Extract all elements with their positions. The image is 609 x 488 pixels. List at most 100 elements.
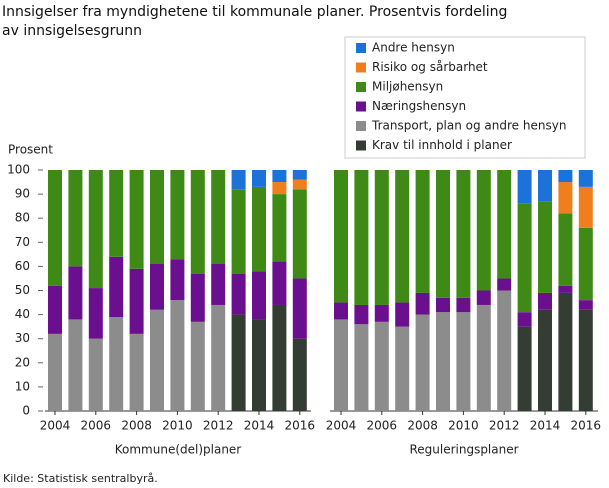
y-tick-label: 10 xyxy=(15,379,30,393)
legend-swatch xyxy=(356,62,366,73)
bar-segment xyxy=(517,170,532,204)
bar-segment xyxy=(252,170,266,187)
bar-segment xyxy=(538,309,552,411)
bar-segment xyxy=(272,182,287,195)
bar-segment xyxy=(68,319,83,411)
y-tick-label: 20 xyxy=(15,355,30,369)
x-tick-label: 2008 xyxy=(121,419,152,433)
y-tick-label: 90 xyxy=(15,187,30,201)
bar-segment xyxy=(578,170,593,187)
bar-segment xyxy=(211,263,226,305)
x-tick-label: 2014 xyxy=(244,419,275,433)
bar-segment xyxy=(150,309,164,411)
y-tick-label: 60 xyxy=(15,259,30,273)
bar-segment xyxy=(354,324,369,411)
bar-segment xyxy=(578,300,593,310)
bar-segment xyxy=(334,302,348,320)
bar-segment xyxy=(476,290,491,305)
bar-segment xyxy=(252,319,266,411)
source: Kilde: Statistisk sentralbyrå. xyxy=(3,472,158,485)
bar-segment xyxy=(436,297,450,313)
bar-segment xyxy=(272,261,287,305)
bar-segment xyxy=(334,170,348,303)
bar-segment xyxy=(395,302,410,327)
x-tick-label: 2010 xyxy=(448,419,479,433)
y-tick-label: 40 xyxy=(15,307,30,321)
x-tick-label: 2006 xyxy=(367,419,398,433)
x-tick-label: 2016 xyxy=(285,419,316,433)
bar-segment xyxy=(190,321,205,411)
bar-segment xyxy=(497,170,512,279)
bar-segment xyxy=(292,338,307,411)
bar-segment xyxy=(170,300,185,411)
legend-label: Risiko og sårbarhet xyxy=(372,60,488,74)
bar-segment xyxy=(456,312,471,411)
bar-segment xyxy=(538,201,552,293)
bar-segment xyxy=(109,170,124,257)
bar-segment xyxy=(538,292,552,310)
bar-segment xyxy=(517,326,532,411)
x-axis-title: Reguleringsplaner xyxy=(409,443,518,457)
bar-segment xyxy=(395,326,410,411)
y-tick-label: 50 xyxy=(15,283,30,297)
bar-segment xyxy=(578,186,593,228)
bar-segment xyxy=(415,292,430,315)
y-tick-label: 30 xyxy=(15,331,30,345)
legend-label: Næringshensyn xyxy=(372,99,466,113)
bar-segment xyxy=(231,314,246,411)
bar-segment xyxy=(129,268,144,334)
bar-segment xyxy=(170,170,185,260)
bar-segment xyxy=(211,170,226,264)
x-tick-label: 2006 xyxy=(81,419,112,433)
bar-segment xyxy=(68,170,83,267)
bar-segment xyxy=(272,194,287,262)
legend-label: Miljøhensyn xyxy=(372,80,443,94)
bar-segment xyxy=(436,312,450,411)
bar-segment xyxy=(354,170,369,305)
legend-box xyxy=(344,36,586,159)
bar-segment xyxy=(68,266,83,320)
bar-segment xyxy=(129,333,144,411)
legend-label: Krav til innhold i planer xyxy=(372,138,512,152)
x-tick-label: 2012 xyxy=(489,419,520,433)
bar-segment xyxy=(374,170,389,305)
bar-segment xyxy=(436,170,450,298)
x-tick-label: 2004 xyxy=(40,419,71,433)
bar-segment xyxy=(150,263,164,310)
y-axis-title: Prosent xyxy=(8,143,53,157)
bar-segment xyxy=(150,170,164,264)
bar-segment xyxy=(231,170,246,190)
bar-segment xyxy=(211,304,226,411)
bar-segment xyxy=(354,304,369,325)
bar-segment xyxy=(272,170,287,183)
x-tick-label: 2014 xyxy=(530,419,561,433)
bar-segment xyxy=(517,312,532,327)
bar-segment xyxy=(415,170,430,293)
bar-segment xyxy=(558,213,573,286)
bar-segment xyxy=(395,170,410,303)
bar-segment xyxy=(292,189,307,279)
bar-segment xyxy=(334,319,348,411)
bar-segment xyxy=(578,309,593,411)
y-tick-label: 80 xyxy=(15,211,30,225)
x-axis-title: Kommune(del)planer xyxy=(115,443,242,457)
bar-segment xyxy=(170,259,185,301)
bar-segment xyxy=(252,186,266,272)
bar-segment xyxy=(578,227,593,301)
bar-segment xyxy=(558,292,573,411)
bar-segment xyxy=(48,333,62,411)
bar-segment xyxy=(252,271,266,320)
legend-swatch xyxy=(356,121,366,131)
bar-segment xyxy=(88,338,103,411)
bar-segment xyxy=(374,321,389,411)
y-tick-label: 0 xyxy=(22,404,30,418)
legend-swatch xyxy=(356,101,366,112)
bar-segment xyxy=(88,288,103,339)
bar-segment xyxy=(292,170,307,180)
x-tick-label: 2016 xyxy=(571,419,602,433)
bar-segment xyxy=(88,170,103,289)
legend-label: Andre hensyn xyxy=(372,41,455,55)
bar-segment xyxy=(292,278,307,339)
bar-segment xyxy=(497,278,512,291)
